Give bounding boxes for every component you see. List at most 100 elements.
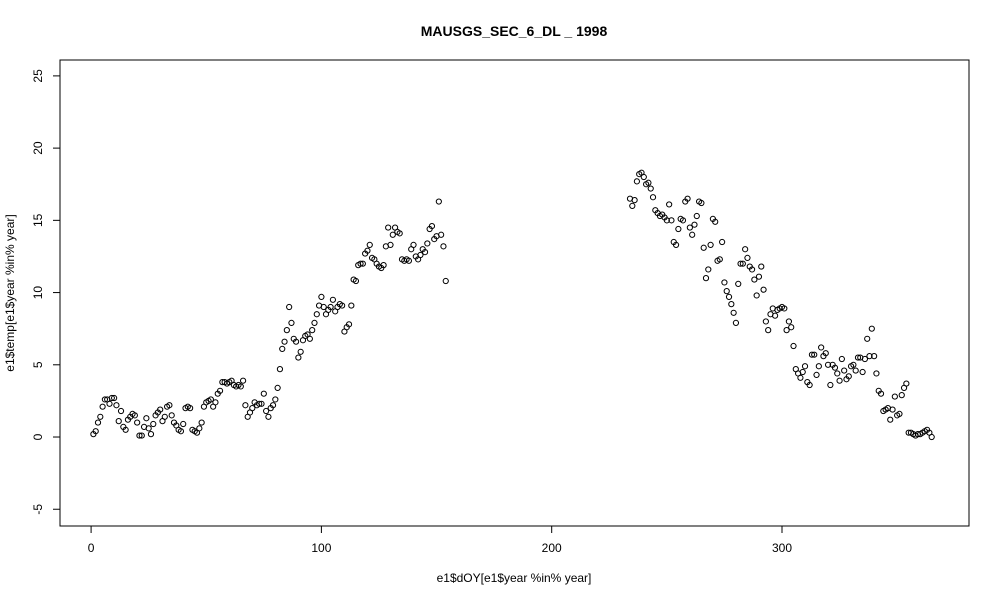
point bbox=[276, 366, 284, 373]
point bbox=[145, 425, 152, 432]
point bbox=[272, 396, 279, 403]
point bbox=[790, 342, 797, 350]
point bbox=[896, 410, 903, 418]
point bbox=[672, 241, 680, 248]
point bbox=[684, 195, 691, 202]
point bbox=[92, 428, 99, 435]
point bbox=[647, 185, 654, 192]
point bbox=[283, 327, 290, 334]
point bbox=[903, 380, 910, 387]
point bbox=[329, 296, 337, 303]
point bbox=[327, 303, 334, 311]
point bbox=[269, 402, 277, 409]
point bbox=[410, 241, 417, 248]
point bbox=[258, 400, 265, 407]
y-axis-label: e1$temp[e1$year %in% year] bbox=[3, 214, 17, 371]
x-tick-label: 200 bbox=[542, 541, 562, 555]
plot-frame bbox=[59, 59, 970, 527]
point bbox=[260, 390, 267, 397]
point bbox=[645, 179, 652, 186]
point bbox=[730, 309, 737, 316]
y-tick-label: 20 bbox=[31, 141, 45, 155]
point bbox=[877, 390, 885, 397]
point bbox=[131, 412, 138, 419]
point bbox=[249, 405, 256, 412]
point bbox=[781, 305, 788, 312]
point bbox=[424, 240, 431, 247]
point bbox=[871, 353, 878, 360]
point bbox=[762, 318, 769, 325]
point bbox=[679, 217, 687, 224]
point bbox=[292, 338, 300, 345]
point bbox=[702, 275, 710, 282]
point bbox=[771, 312, 779, 319]
point bbox=[663, 217, 670, 224]
point bbox=[797, 374, 804, 381]
point bbox=[811, 351, 818, 358]
point bbox=[263, 407, 270, 415]
point bbox=[364, 247, 371, 254]
point bbox=[705, 266, 712, 273]
point bbox=[311, 319, 318, 327]
point bbox=[207, 396, 214, 403]
point bbox=[739, 260, 746, 267]
point bbox=[864, 335, 871, 342]
point bbox=[854, 354, 862, 361]
point bbox=[196, 425, 203, 432]
point bbox=[115, 418, 122, 425]
point bbox=[716, 256, 723, 263]
point bbox=[348, 302, 355, 309]
point bbox=[813, 371, 820, 379]
point bbox=[719, 238, 726, 246]
point bbox=[157, 406, 164, 413]
point bbox=[732, 319, 740, 327]
point bbox=[421, 249, 429, 256]
point bbox=[838, 355, 845, 363]
point bbox=[242, 402, 249, 409]
point bbox=[113, 402, 120, 409]
point bbox=[633, 178, 641, 185]
point bbox=[755, 273, 763, 280]
point bbox=[928, 433, 935, 441]
point bbox=[117, 407, 125, 415]
point bbox=[836, 377, 843, 384]
point bbox=[693, 212, 700, 220]
point bbox=[721, 279, 728, 286]
point bbox=[887, 416, 894, 423]
point bbox=[822, 350, 829, 357]
point bbox=[286, 303, 293, 311]
point bbox=[320, 303, 327, 311]
chart-title: MAUSGS_SEC_6_DL _ 1998 bbox=[421, 23, 608, 39]
point bbox=[827, 381, 834, 389]
point bbox=[417, 251, 424, 259]
point bbox=[428, 223, 436, 230]
point bbox=[868, 325, 875, 332]
point bbox=[99, 403, 106, 410]
point bbox=[380, 262, 387, 269]
point bbox=[831, 364, 839, 371]
point bbox=[866, 353, 873, 360]
point bbox=[712, 218, 719, 225]
point bbox=[859, 368, 866, 376]
point bbox=[237, 383, 244, 390]
point bbox=[751, 276, 758, 283]
point bbox=[841, 367, 848, 374]
point bbox=[815, 363, 822, 370]
point bbox=[345, 321, 353, 328]
point bbox=[728, 301, 735, 308]
y-tick-label: 10 bbox=[31, 286, 45, 300]
point bbox=[760, 286, 767, 293]
point bbox=[788, 324, 795, 331]
point bbox=[352, 277, 360, 285]
point bbox=[306, 335, 313, 342]
point bbox=[297, 348, 304, 355]
point bbox=[753, 292, 760, 299]
point bbox=[758, 263, 765, 270]
point bbox=[799, 368, 806, 376]
point bbox=[366, 241, 373, 248]
point bbox=[239, 377, 247, 384]
point bbox=[150, 420, 157, 428]
point bbox=[808, 351, 816, 358]
point bbox=[122, 426, 129, 433]
point bbox=[108, 394, 115, 402]
